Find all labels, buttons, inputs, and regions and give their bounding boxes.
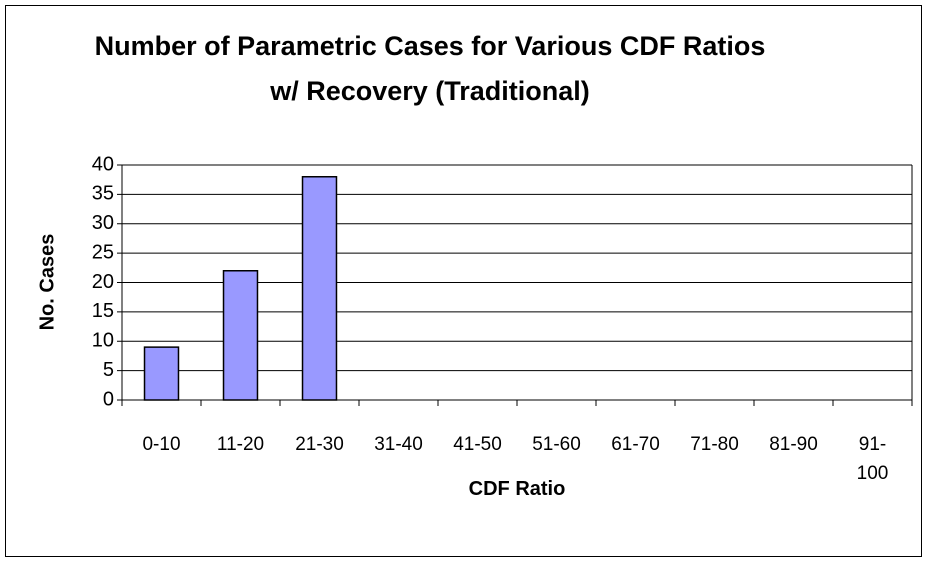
y-tick-label: 0 (103, 388, 114, 410)
bar (222, 270, 259, 401)
y-tick-label: 15 (92, 300, 114, 322)
x-tick-label: 81-90 (769, 434, 818, 455)
y-tick-label: 30 (92, 212, 114, 234)
x-tick-label: 61-70 (611, 434, 660, 455)
x-tick-label: 71-80 (690, 434, 739, 455)
y-tick-label: 35 (92, 183, 114, 205)
x-tick-label: 0-10 (142, 434, 181, 455)
y-tick-label: 5 (103, 359, 114, 381)
x-tick-label: 31-40 (374, 434, 423, 455)
bar (301, 176, 338, 401)
y-tick-label: 40 (92, 153, 114, 175)
y-tick-label: 25 (92, 241, 114, 263)
chart-title: Number of Parametric Cases for Various C… (94, 31, 766, 106)
x-tick-label: 51-60 (532, 434, 581, 455)
x-tick-label: 11-20 (216, 434, 265, 455)
x-tick-label: 41-50 (453, 434, 502, 455)
chart-border (5, 5, 922, 557)
x-axis-label: CDF Ratio (468, 478, 566, 500)
y-tick-label: 20 (92, 271, 114, 293)
y-axis-label: No. Cases (36, 234, 58, 331)
x-tick-label: 91-100 (856, 434, 889, 484)
x-tick-label: 21-30 (295, 434, 344, 455)
y-tick-label: 10 (92, 330, 114, 352)
bar (143, 346, 180, 401)
